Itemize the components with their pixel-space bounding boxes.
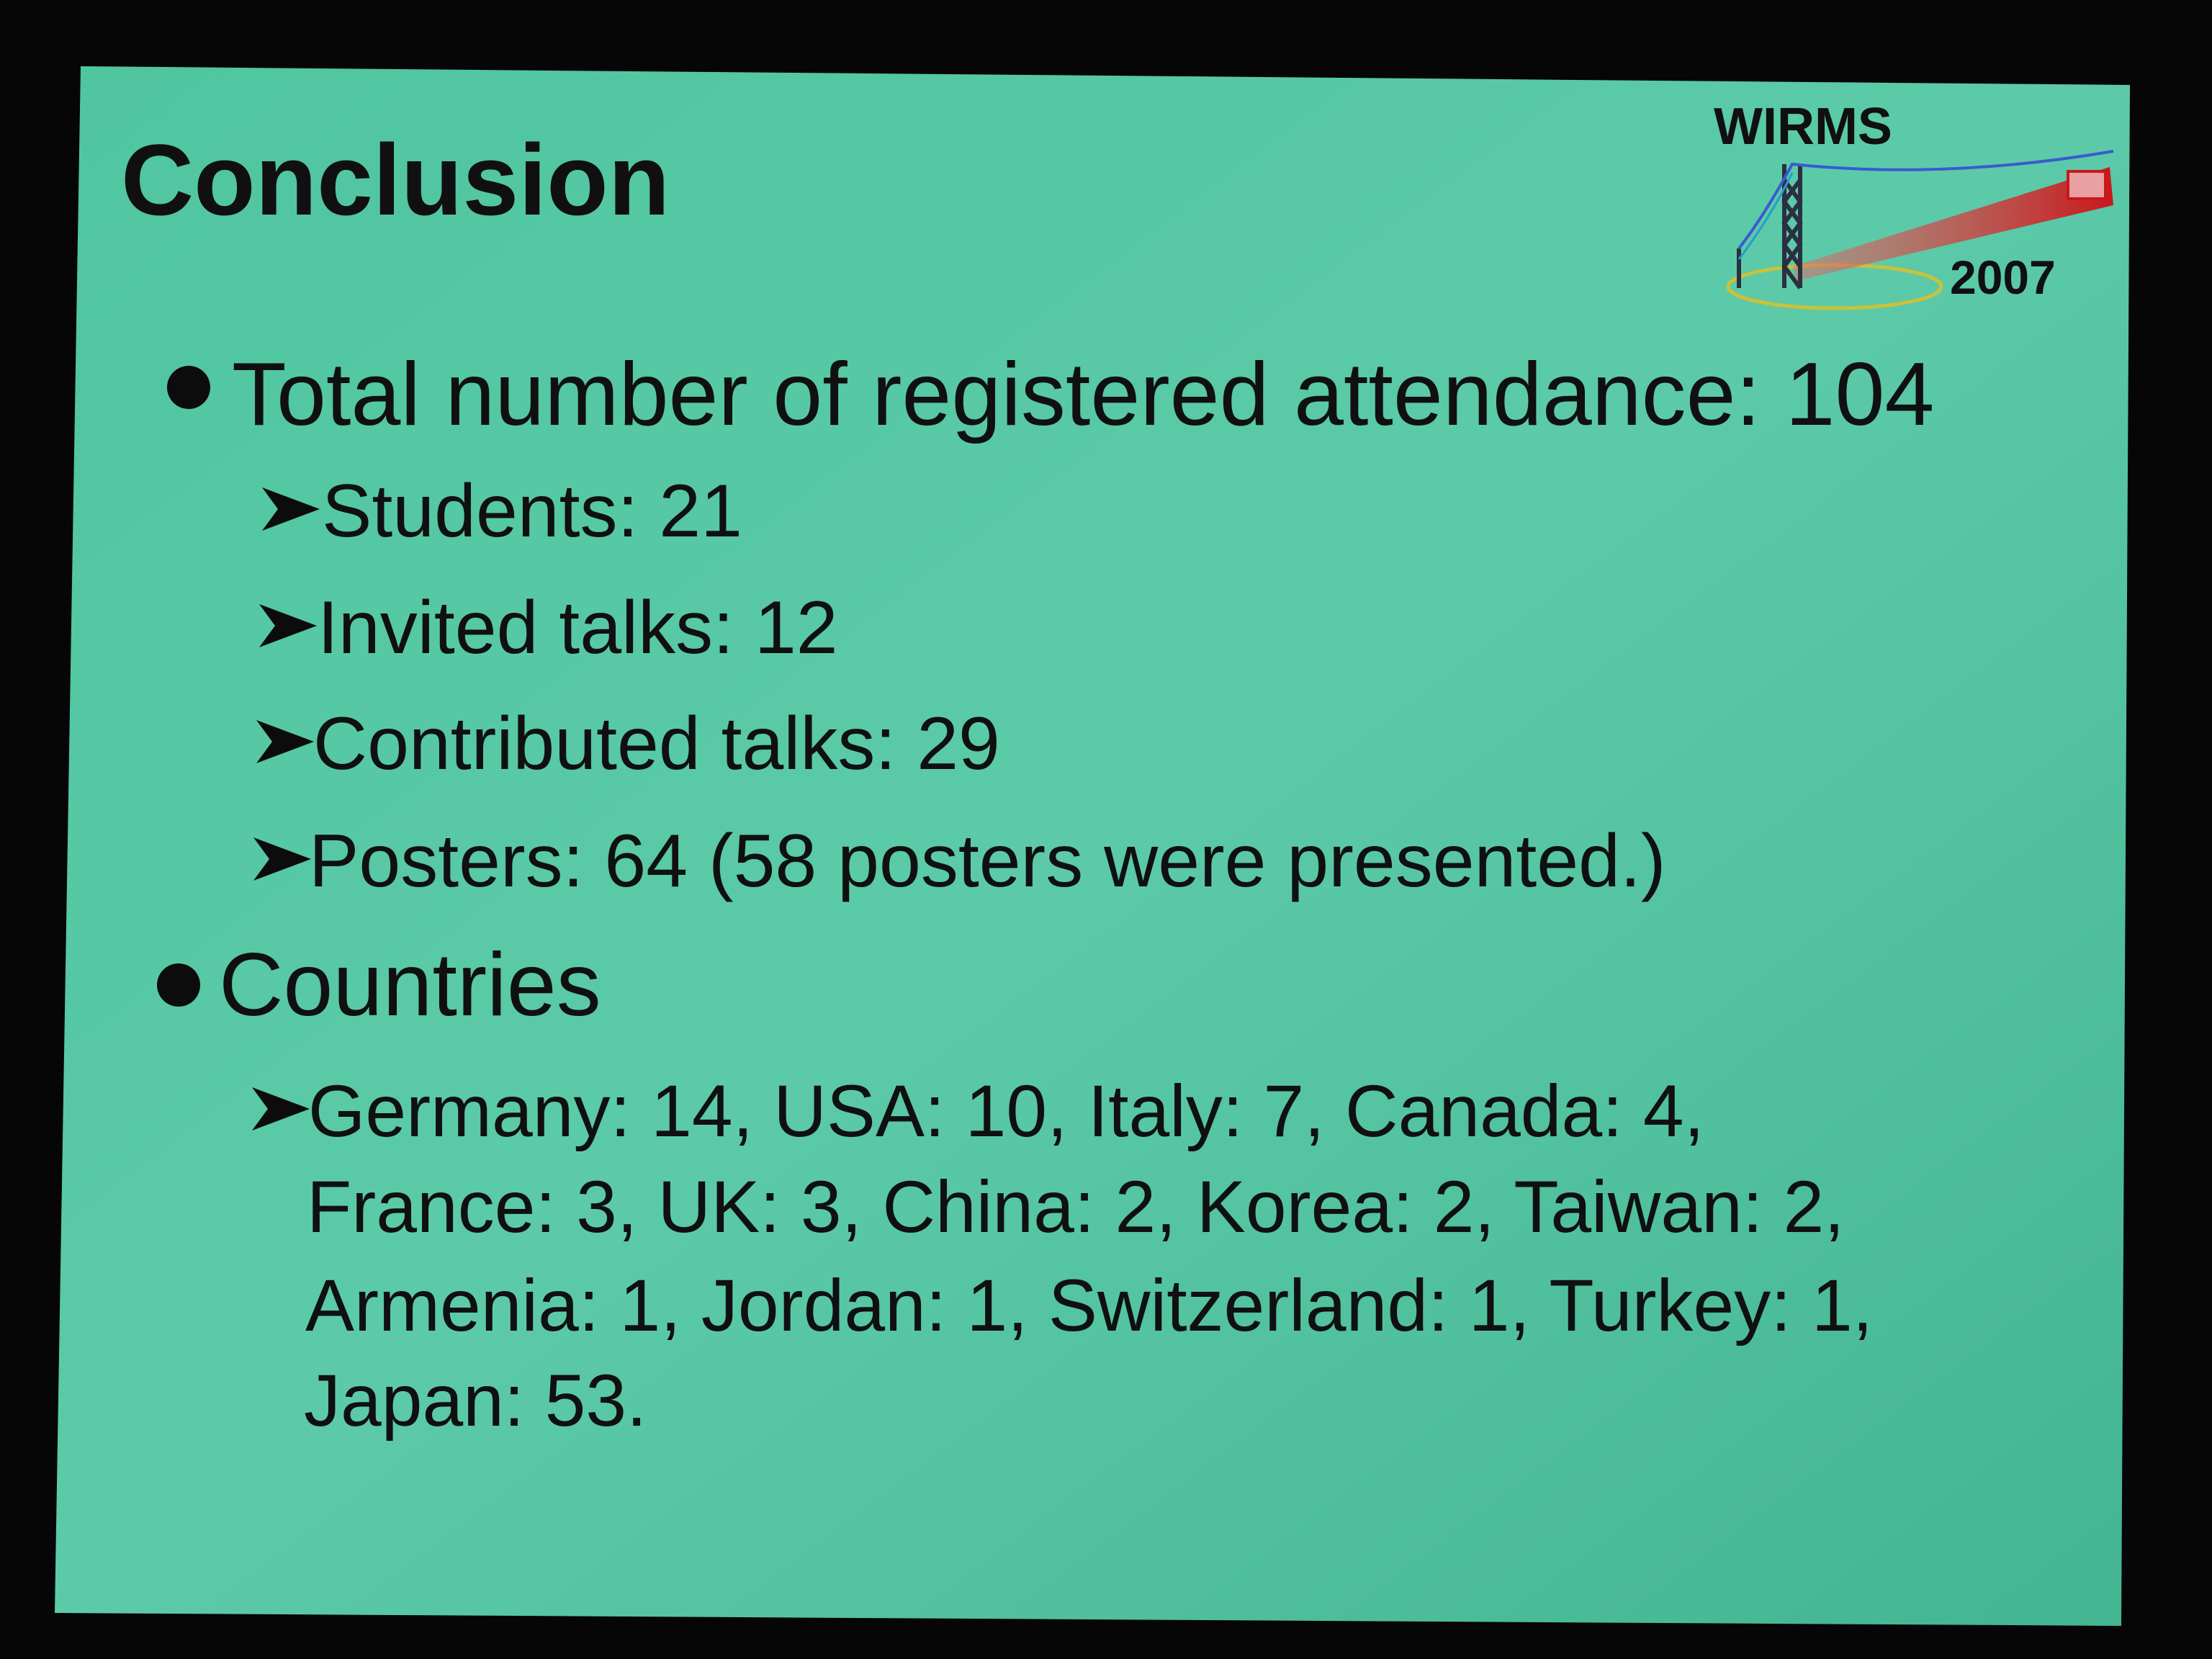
bullet-text: Countries [219,935,601,1035]
sub-item: Students: 21 [322,469,742,553]
logo-year: 2007 [1950,251,2056,304]
arrow-bullet [256,720,314,763]
country-line: Japan: 53. [304,1359,647,1442]
country-line: Germany: 14, USA: 10, Italy: 7, Canada: … [308,1070,1704,1152]
arrow-bullet [253,837,311,881]
sub-item: Posters: 64 (58 posters were presented.) [309,819,1666,903]
logo-tower [1737,164,1803,289]
bullet [157,963,200,1007]
country-line: Armenia: 1, Jordan: 1, Switzerland: 1, T… [305,1264,1873,1346]
logo: WIRMS 2007 [1714,98,2114,310]
arrow-bullet [259,604,317,647]
logo-cable [1737,172,1794,260]
logo-name: WIRMS [1714,98,1892,156]
logo-beam [1793,167,2113,281]
sub-item: Contributed talks: 29 [313,702,1000,786]
bullet-text: Total number of registered attendance: 1… [232,345,1934,444]
country-line: France: 3, UK: 3, China: 2, Korea: 2, Ta… [307,1166,1845,1248]
sub-items: Students: 21 Invited talks: 12 Contributed… [252,469,1873,1442]
arrow-bullet [262,487,320,531]
arrow-bullet [252,1087,310,1130]
logo-cable [1737,150,2114,250]
slide [55,66,2130,1626]
sub-item: Invited talks: 12 [318,586,838,670]
slide-title: Conclusion [121,123,670,236]
logo-beam-end [2067,170,2107,200]
bullet [167,366,210,409]
